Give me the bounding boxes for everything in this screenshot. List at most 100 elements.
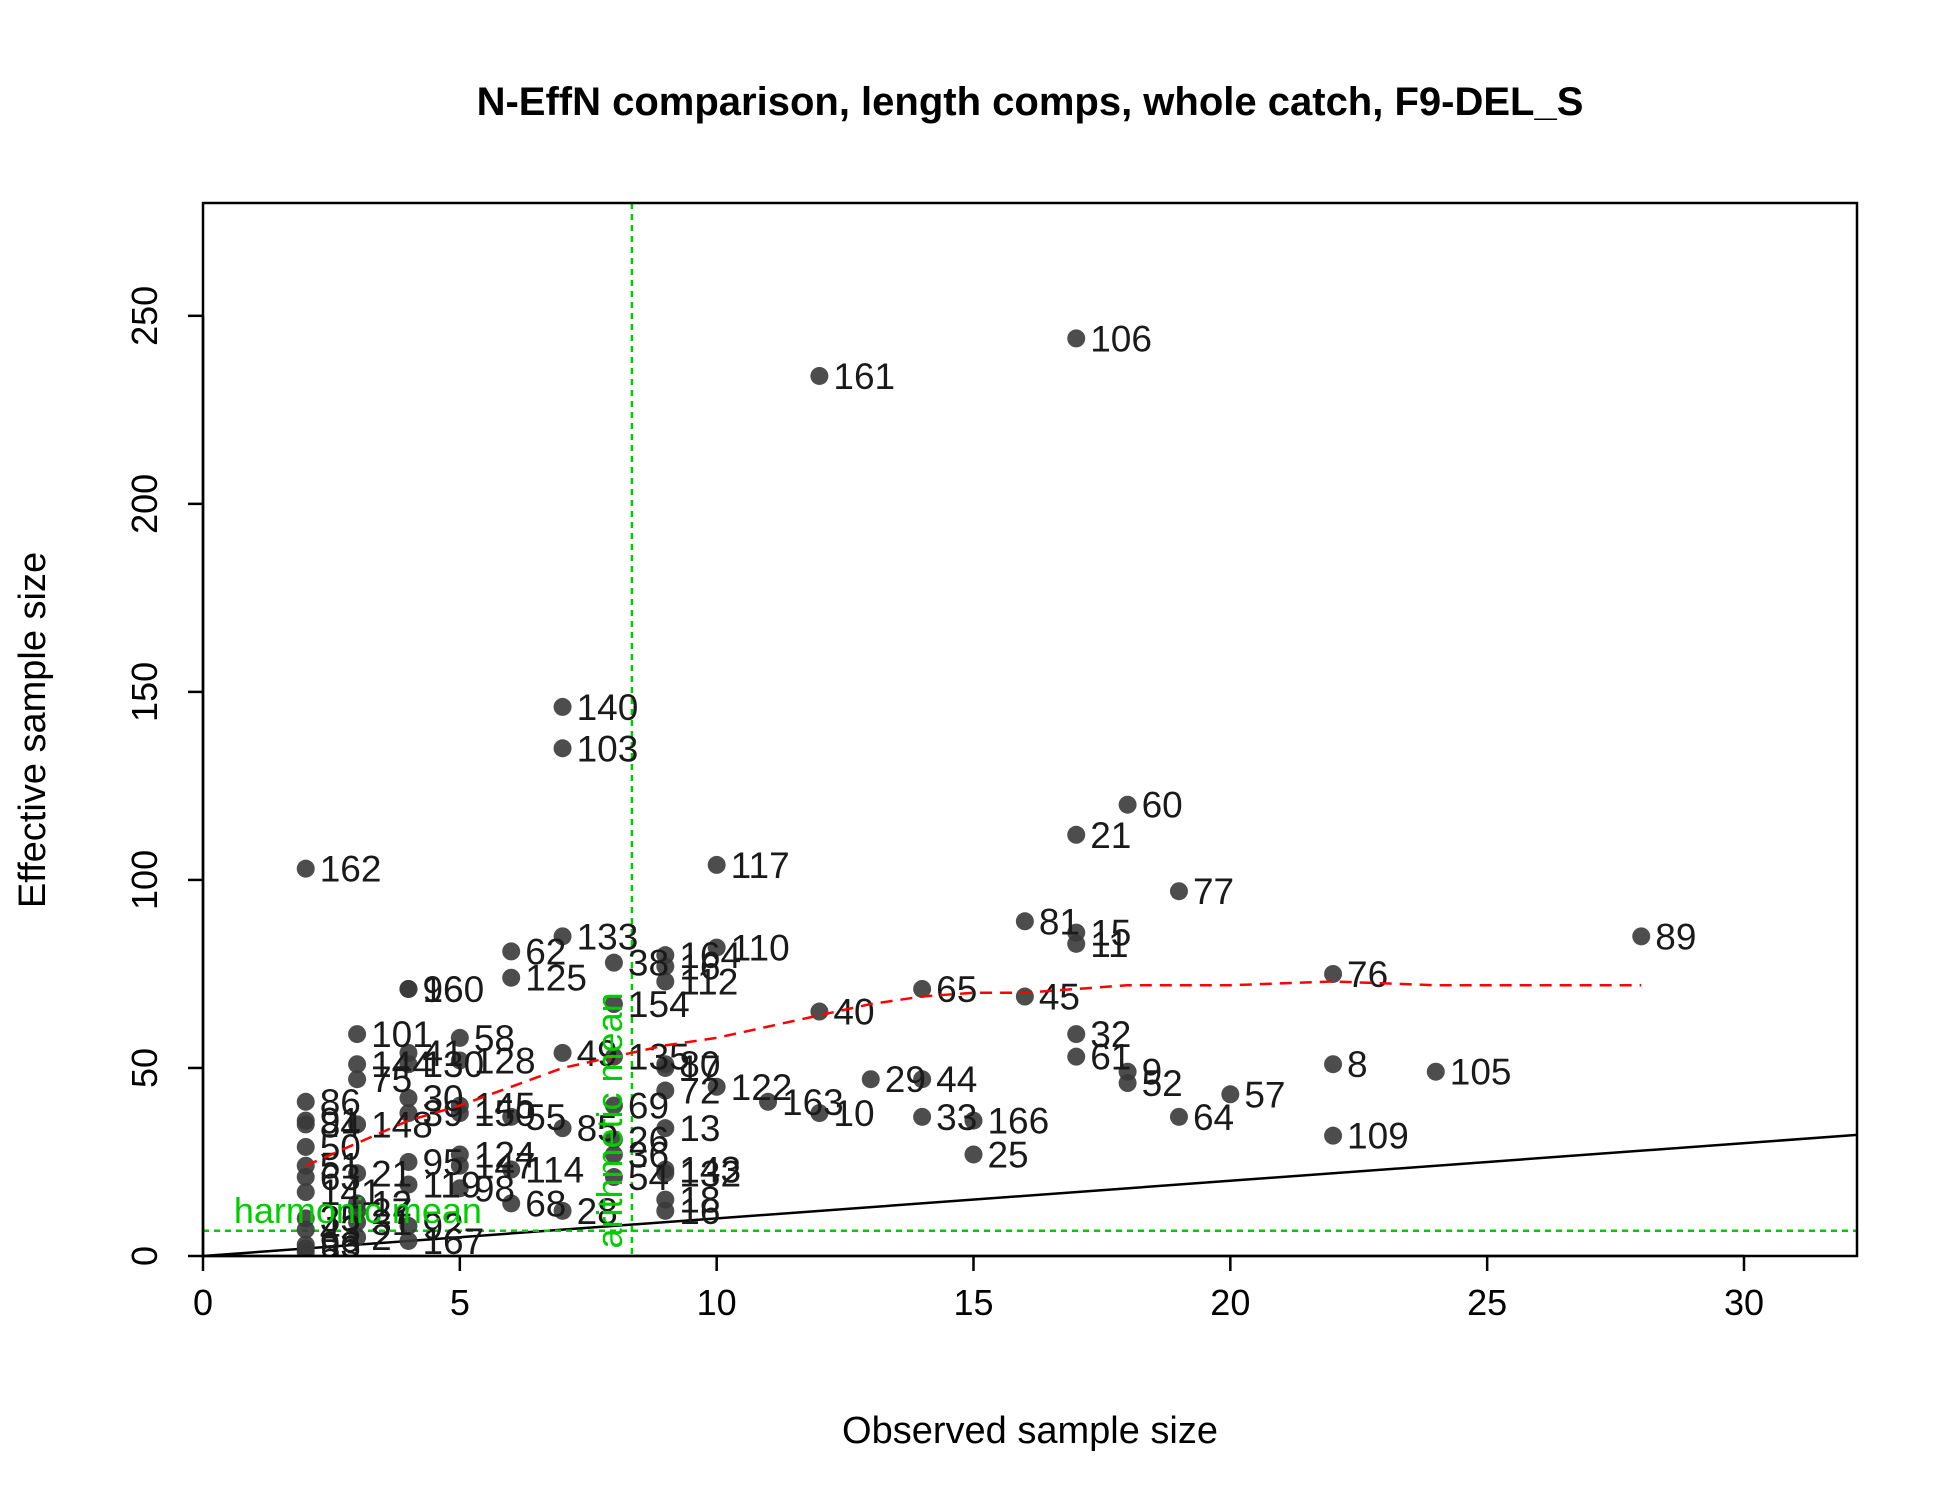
x-tick-label: 20	[1210, 1282, 1250, 1323]
point-label: 93	[320, 1225, 361, 1266]
point-label: 109	[1347, 1116, 1409, 1157]
data-point	[707, 1077, 726, 1096]
point-label: 114	[525, 1150, 584, 1191]
point-label: 60	[1142, 785, 1183, 826]
data-point	[553, 1043, 572, 1062]
point-label: 80	[679, 1044, 720, 1085]
point-label: 96	[422, 969, 463, 1010]
data-point	[296, 1168, 315, 1187]
point-label: 92	[422, 1206, 463, 1247]
harmonic-mean-label: harmonic mean	[234, 1190, 482, 1231]
data-point	[553, 697, 572, 716]
data-point	[810, 1104, 829, 1123]
data-point	[450, 1179, 469, 1198]
point-label: 148	[371, 1104, 433, 1145]
x-tick-label: 0	[193, 1282, 213, 1323]
x-axis-label: Observed sample size	[842, 1410, 1218, 1452]
data-point	[707, 938, 726, 957]
data-point	[604, 953, 623, 972]
y-tick-label: 100	[124, 850, 165, 910]
data-point	[450, 1051, 469, 1070]
point-label: 12	[371, 1183, 412, 1224]
point-label: 33	[936, 1097, 977, 1138]
point-label: 32	[1090, 1014, 1131, 1055]
data-point	[1426, 1062, 1445, 1081]
point-label: 75	[371, 1059, 412, 1100]
point-label: 132	[679, 1153, 741, 1194]
point-label: 86	[320, 1082, 361, 1123]
data-point	[553, 927, 572, 946]
point-label: 45	[1039, 977, 1080, 1018]
data-point	[296, 1092, 315, 1111]
data-point	[913, 1070, 932, 1089]
data-point	[1324, 964, 1343, 983]
data-point	[348, 1228, 367, 1247]
point-label: 29	[885, 1059, 926, 1100]
point-label: 119	[422, 1165, 481, 1206]
point-label: 2	[371, 1217, 392, 1258]
data-point	[399, 1175, 418, 1194]
data-point	[707, 855, 726, 874]
data-point	[1632, 927, 1651, 946]
y-tick-label: 50	[124, 1048, 165, 1088]
point-label: 72	[679, 1071, 720, 1112]
point-label: 85	[577, 1108, 618, 1149]
data-point	[964, 1145, 983, 1164]
point-label: 58	[474, 1018, 515, 1059]
data-point	[810, 1002, 829, 1021]
data-point	[656, 1081, 675, 1100]
chart-title: N-EffN comparison, length comps, whole c…	[477, 80, 1584, 124]
point-label: 98	[474, 1168, 515, 1209]
data-point	[1169, 1107, 1188, 1126]
data-point	[553, 1119, 572, 1138]
data-point	[1169, 882, 1188, 901]
point-label: 112	[679, 961, 738, 1002]
point-label: 128	[474, 1040, 536, 1081]
data-point	[1118, 795, 1137, 814]
y-axis-label: Effective sample size	[12, 552, 54, 908]
point-label: 91	[320, 1101, 361, 1142]
data-point	[502, 968, 521, 987]
point-label: 59	[320, 1228, 361, 1269]
point-label: 160	[422, 969, 484, 1010]
data-point	[450, 1028, 469, 1047]
data-point	[348, 1025, 367, 1044]
point-label: 54	[628, 1157, 669, 1198]
point-label: 125	[525, 958, 587, 999]
point-label: 27	[371, 1191, 412, 1232]
y-tick-label: 250	[124, 286, 165, 346]
point-label: 101	[371, 1014, 433, 1055]
point-label: 124	[474, 1134, 536, 1175]
point-label: 30	[422, 1078, 463, 1119]
point-label: 50	[320, 1127, 361, 1168]
one-to-one-line	[203, 1133, 1857, 1256]
point-label: 8	[1347, 1044, 1368, 1085]
point-label: 147	[474, 1146, 536, 1187]
point-label: 117	[731, 845, 790, 886]
data-point	[1067, 934, 1086, 953]
data-point	[399, 979, 418, 998]
data-point	[450, 1156, 469, 1175]
data-point	[1015, 987, 1034, 1006]
point-label: 28	[577, 1191, 618, 1232]
data-point	[1067, 329, 1086, 348]
point-label: 49	[577, 1033, 618, 1074]
point-label: 61	[1090, 1037, 1131, 1078]
data-point	[810, 366, 829, 385]
data-point	[1324, 1126, 1343, 1145]
point-label: 13	[679, 1108, 720, 1149]
point-label: 81	[1039, 901, 1080, 942]
point-label: 40	[833, 992, 874, 1033]
x-tick-label: 15	[953, 1282, 993, 1323]
y-axis: 0 50 100 150 200 250	[124, 286, 205, 1266]
point-label: 77	[1193, 871, 1234, 912]
point-label: 43	[320, 1210, 361, 1251]
data-point	[1067, 1025, 1086, 1044]
data-point	[1324, 1055, 1343, 1074]
point-label: 53	[320, 1232, 361, 1273]
data-point	[1067, 825, 1086, 844]
data-point	[604, 1168, 623, 1187]
data-point	[348, 1164, 367, 1183]
data-point	[604, 1130, 623, 1149]
